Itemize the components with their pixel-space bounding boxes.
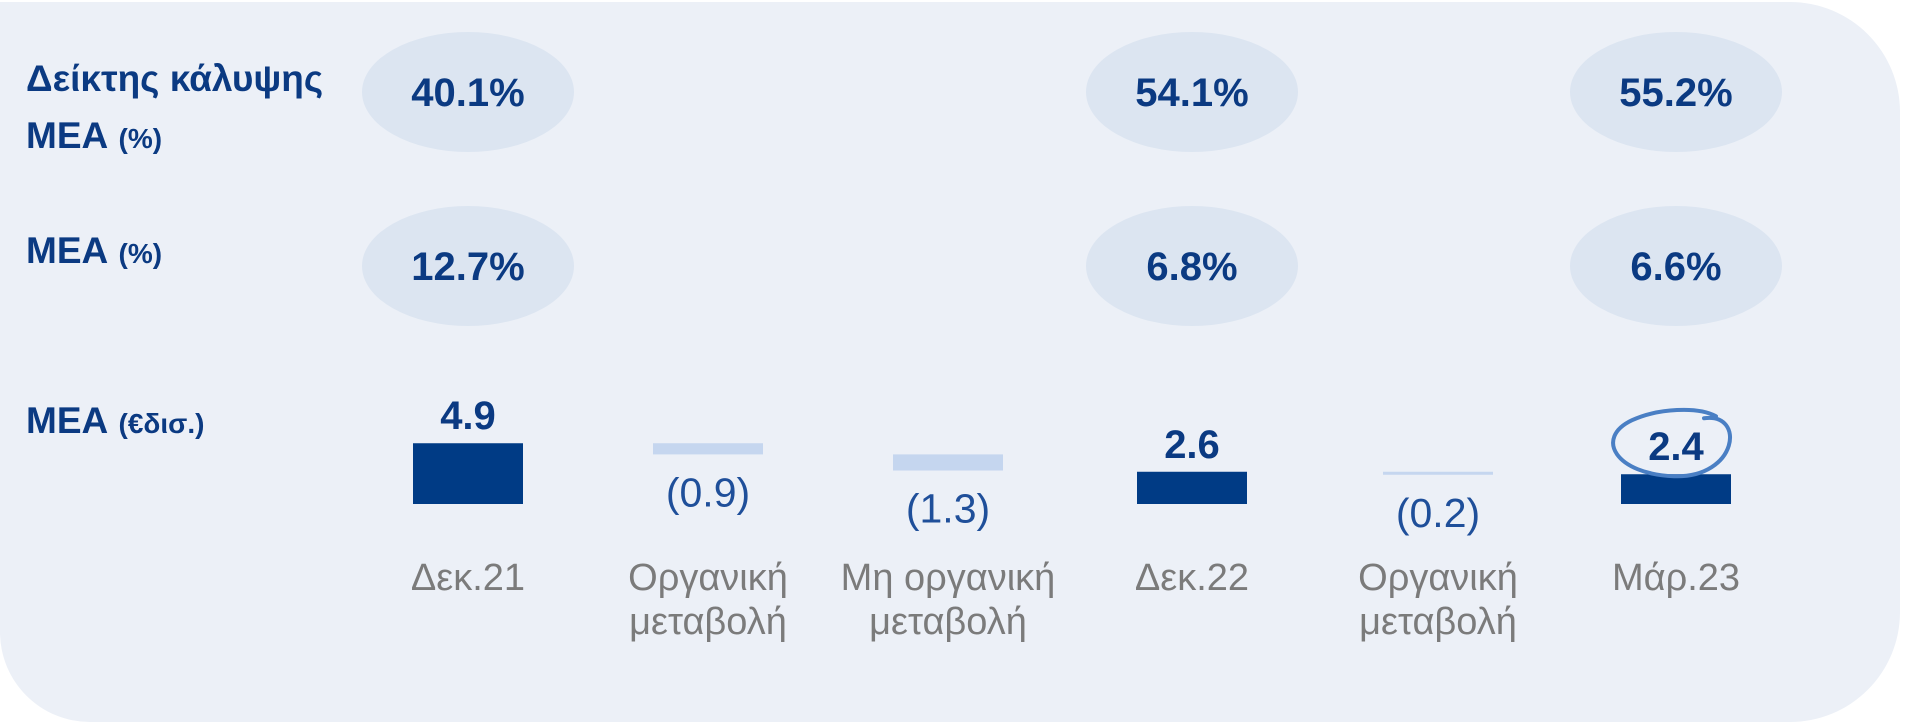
bar-1 <box>653 443 763 455</box>
bar-0 <box>413 443 523 504</box>
npe-ratio-value-0: 12.7% <box>411 245 524 289</box>
npe-ratio-row-label: ΜΕΑ (%) <box>26 222 162 282</box>
category-label-2: Μη οργανική μεταβολή <box>841 557 1056 643</box>
bar-5 <box>1621 474 1731 504</box>
coverage-label-line2: ΜΕΑ (%) <box>26 107 323 167</box>
category-label-2-line-1: μεταβολή <box>869 601 1027 643</box>
npe-amount-label-main: ΜΕΑ <box>26 400 109 441</box>
bar-4 <box>1383 471 1493 475</box>
coverage-value-5: 55.2% <box>1619 71 1732 115</box>
coverage-value-0: 40.1% <box>411 71 524 115</box>
bar-2 <box>893 454 1003 471</box>
value-label-2: (1.3) <box>906 486 990 532</box>
category-label-5-line-0: Μάρ.23 <box>1612 557 1740 599</box>
npe-ratio-ellipse-3 <box>1086 206 1298 326</box>
npe-ratio-ellipse-0 <box>362 206 574 326</box>
category-label-3: Δεκ.22 <box>1135 557 1249 599</box>
category-label-5: Μάρ.23 <box>1612 557 1740 599</box>
coverage-row-label: Δείκτης κάλυψης ΜΕΑ (%) <box>26 50 323 167</box>
category-label-1: Οργανική μεταβολή <box>628 557 788 643</box>
coverage-label-main: ΜΕΑ <box>26 115 109 156</box>
npe-amount-label-unit: (€δισ.) <box>118 408 205 439</box>
coverage-label-line1: Δείκτης κάλυψης <box>26 58 324 99</box>
category-label-3-line-0: Δεκ.22 <box>1135 557 1249 599</box>
coverage-value-3: 54.1% <box>1135 71 1248 115</box>
category-label-4-line-1: μεταβολή <box>1359 601 1517 643</box>
value-label-4: (0.2) <box>1396 490 1480 536</box>
category-label-4-line-0: Οργανική <box>1358 557 1518 599</box>
category-label-1-line-0: Οργανική <box>628 557 788 599</box>
npe-ratio-ellipse-5 <box>1570 206 1782 326</box>
category-label-0: Δεκ.21 <box>411 557 525 599</box>
coverage-ellipse-3 <box>1086 32 1298 152</box>
value-label-0: 4.9 <box>440 394 496 438</box>
category-label-1-line-1: μεταβολή <box>629 601 787 643</box>
npe-amount-row-label: ΜΕΑ (€δισ.) <box>26 392 204 452</box>
coverage-ellipse-5 <box>1570 32 1782 152</box>
coverage-ellipse-0 <box>362 32 574 152</box>
category-label-4: Οργανική μεταβολή <box>1358 557 1518 643</box>
category-label-0-line-0: Δεκ.21 <box>411 557 525 599</box>
npe-ratio-value-5: 6.6% <box>1630 245 1721 289</box>
value-label-3: 2.6 <box>1164 423 1220 467</box>
npe-ratio-label-main: ΜΕΑ <box>26 230 109 271</box>
npe-ratio-value-3: 6.8% <box>1146 245 1237 289</box>
coverage-label-unit: (%) <box>118 123 163 154</box>
bar-3 <box>1137 471 1247 504</box>
value-label-5: 2.4 <box>1648 425 1704 469</box>
category-label-2-line-0: Μη οργανική <box>841 557 1056 599</box>
highlight-circle <box>1611 407 1732 479</box>
npe-ratio-label-unit: (%) <box>118 238 163 269</box>
value-label-1: (0.9) <box>666 469 750 515</box>
